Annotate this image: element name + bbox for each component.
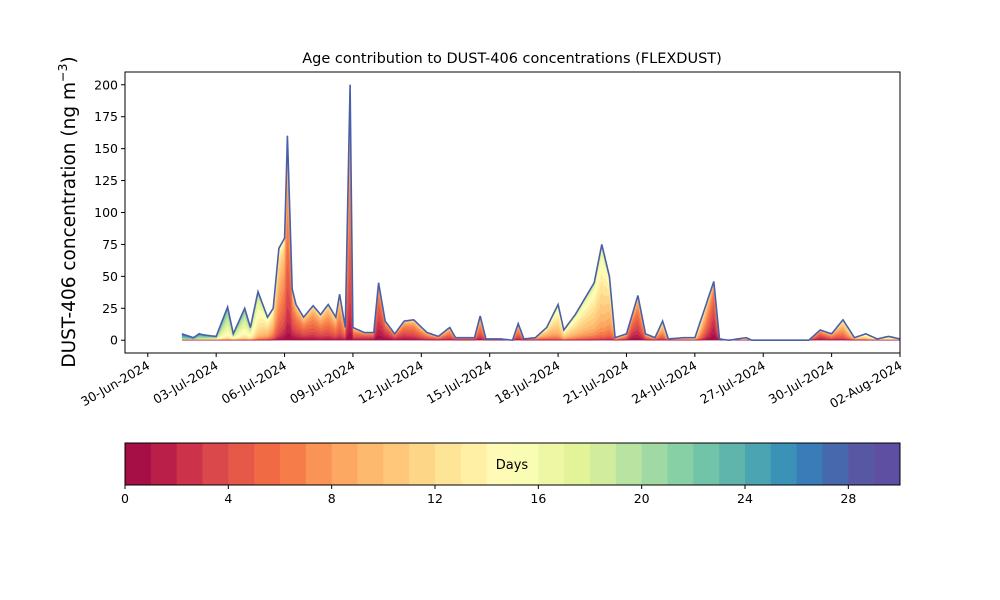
- colorbar-tick-label: 24: [737, 491, 753, 506]
- colorbar-swatch: [667, 443, 694, 485]
- x-tick-label: 21-Jul-2024: [561, 358, 631, 407]
- colorbar-tick-label: 12: [427, 491, 443, 506]
- plot-area: 0 25 50 75 100 125 150 175 200 30-Jun-202403-Jul…: [78, 71, 905, 411]
- x-tick-label: 18-Jul-2024: [492, 358, 562, 407]
- colorbar-frame: [124, 442, 901, 486]
- x-tick-label: 03-Jul-2024: [150, 358, 220, 407]
- colorbar-tick-label: 28: [840, 491, 856, 506]
- y-axis-label-exponent: −3: [55, 64, 70, 82]
- colorbar-swatch: [460, 443, 488, 485]
- y-tick-label: 175: [94, 109, 118, 124]
- colorbar-swatch: [564, 443, 591, 485]
- x-tick-label: 06-Jul-2024: [219, 358, 289, 407]
- colorbar-swatch: [409, 443, 436, 485]
- colorbar-swatch: [228, 443, 255, 485]
- plot-frame: [124, 71, 901, 354]
- x-tick-label: 24-Jul-2024: [629, 358, 699, 407]
- y-axis-label: DUST-406 concentration (ng m−3): [55, 56, 80, 367]
- colorbar-swatch: [745, 443, 772, 485]
- colorbar-swatch: [641, 443, 668, 485]
- colorbar-swatch: [357, 443, 384, 485]
- colorbar-swatch: [822, 443, 849, 485]
- y-tick-label: 150: [94, 141, 118, 156]
- total-concentration-line: [181, 84, 900, 342]
- y-tick-label: 200: [94, 77, 118, 92]
- y-tick-label: 50: [102, 269, 118, 284]
- chart-title: Age contribution to DUST-406 concentrati…: [302, 51, 722, 67]
- colorbar-tick-label: 16: [530, 491, 546, 506]
- colorbar-swatch: [615, 443, 643, 485]
- colorbar-swatch: [796, 443, 823, 485]
- colorbar-swatch: [280, 443, 307, 485]
- colorbar-swatch: [305, 443, 333, 485]
- colorbar-swatch: [693, 443, 720, 485]
- x-tick-label: 09-Jul-2024: [287, 358, 357, 407]
- y-tick-label: 125: [94, 173, 118, 188]
- colorbar-tick-label: 4: [224, 491, 232, 506]
- y-axis: 0 25 50 75 100 125 150 175 200: [94, 77, 125, 348]
- colorbar-swatch: [254, 443, 281, 485]
- colorbar-swatch: [770, 443, 798, 485]
- y-axis-label-close: ): [59, 56, 80, 63]
- colorbar-swatch: [512, 443, 539, 485]
- colorbar-swatch: [150, 443, 178, 485]
- x-tick-label: 30-Jul-2024: [766, 358, 836, 407]
- colorbar-swatch: [874, 443, 901, 485]
- colorbar-swatch: [719, 443, 746, 485]
- colorbar-swatch: [125, 443, 152, 485]
- y-tick-label: 100: [94, 205, 118, 220]
- colorbar: Days 0 4 8 12 16 20 24 28: [121, 442, 901, 506]
- x-tick-label: 02-Aug-2024: [827, 358, 905, 411]
- age-stacked-areas: [181, 84, 900, 341]
- colorbar-ticks: 0 4 8 12 16 20 24 28: [121, 485, 856, 506]
- colorbar-label: Days: [496, 458, 529, 473]
- colorbar-swatch: [176, 443, 203, 485]
- x-tick-label: 27-Jul-2024: [697, 358, 767, 407]
- colorbar-tick-label: 0: [121, 491, 129, 506]
- colorbar-swatch: [590, 443, 617, 485]
- x-tick-label: 12-Jul-2024: [356, 358, 426, 407]
- colorbar-swatch: [435, 443, 462, 485]
- colorbar-tick-label: 8: [328, 491, 336, 506]
- colorbar-swatch: [848, 443, 875, 485]
- y-axis-label-main: DUST-406 concentration (ng m: [59, 82, 80, 368]
- colorbar-swatches: [125, 443, 901, 485]
- colorbar-swatch: [202, 443, 229, 485]
- colorbar-swatch: [383, 443, 410, 485]
- colorbar-swatch: [486, 443, 513, 485]
- colorbar-swatch: [331, 443, 358, 485]
- x-axis: 30-Jun-202403-Jul-202406-Jul-202409-Jul-…: [78, 353, 905, 411]
- x-tick-label: 30-Jun-2024: [78, 358, 152, 409]
- y-tick-label: 0: [110, 333, 118, 348]
- colorbar-tick-label: 20: [634, 491, 650, 506]
- y-tick-label: 25: [102, 301, 118, 316]
- x-tick-label: 15-Jul-2024: [424, 358, 494, 407]
- colorbar-swatch: [538, 443, 565, 485]
- age-band-area: [182, 330, 900, 341]
- y-tick-label: 75: [102, 237, 118, 252]
